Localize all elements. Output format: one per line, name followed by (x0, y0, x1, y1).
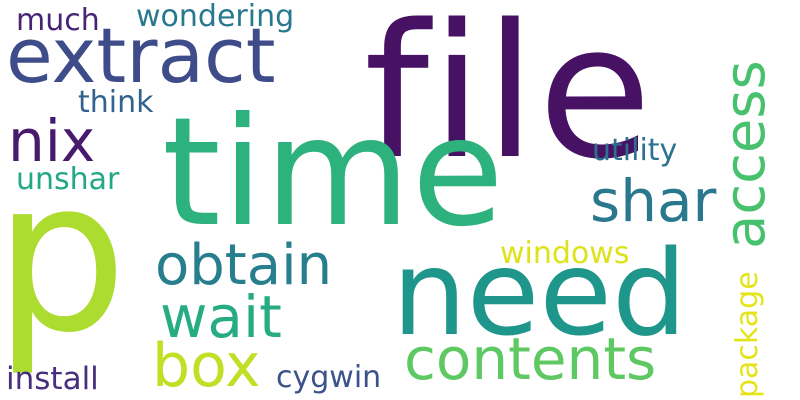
word-shar: shar (590, 167, 717, 235)
word-utility: utility (592, 133, 678, 168)
word-obtain: obtain (155, 233, 333, 298)
word-cygwin: cygwin (276, 360, 382, 395)
word-nix: nix (8, 107, 96, 175)
word-p: p (0, 134, 128, 379)
word-wait: wait (160, 283, 282, 351)
word-extract: extract (6, 11, 276, 100)
word-wondering: wondering (136, 0, 295, 34)
word-need: need (392, 224, 687, 362)
word-package: package (730, 271, 765, 398)
word-time: time (162, 86, 505, 260)
word-think: think (78, 85, 154, 120)
word-box: box (152, 331, 261, 400)
word-file: file (364, 0, 654, 200)
word-much: much (16, 3, 100, 38)
word-install: install (6, 361, 99, 397)
word-access: access (713, 60, 778, 249)
word-windows: windows (500, 236, 630, 271)
word-contents: contents (404, 325, 657, 393)
word-unshar: unshar (16, 162, 120, 197)
